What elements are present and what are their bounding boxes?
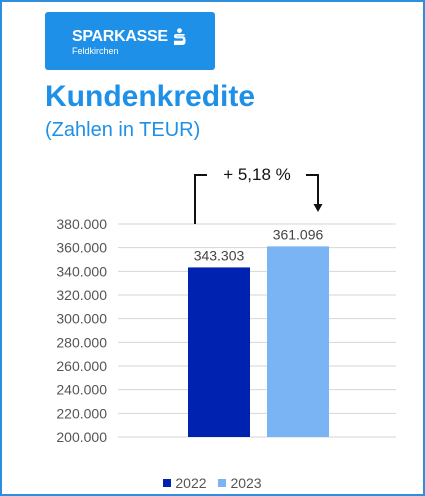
sparkasse-logo: SPARKASSE Feldkirchen [45,12,215,70]
legend-label-2022: 2022 [175,475,207,491]
bar-2022 [188,267,250,437]
change-arrowhead [313,204,323,212]
chart-legend: 2022 2023 [0,474,425,492]
y-tick-label: 260.000 [56,358,107,374]
legend-swatch-2023 [218,479,227,487]
y-tick-label: 340.000 [56,263,107,279]
y-tick-label: 380.000 [56,216,107,232]
change-bracket-left [194,174,207,224]
y-tick-label: 360.000 [56,240,107,256]
y-tick-label: 220.000 [56,405,107,421]
y-tick-label: 200.000 [56,429,107,445]
change-bracket-right [306,174,319,205]
y-tick-label: 240.000 [56,382,107,398]
bar-2023 [267,246,329,437]
legend-item-2022: 2022 [163,474,207,492]
legend-swatch-2022 [163,479,172,487]
y-tick-label: 280.000 [56,334,107,350]
sparkasse-s-icon [174,28,186,45]
logo-brand-name: SPARKASSE [72,28,168,45]
bar-value-label-2023: 361.096 [273,226,324,242]
y-tick-label: 300.000 [56,311,107,327]
legend-item-2023: 2023 [218,474,262,492]
logo-location: Feldkirchen [72,46,119,56]
bar-value-label-2022: 343.303 [194,247,245,263]
change-annotation: + 5,18 % [223,165,291,184]
legend-label-2023: 2023 [230,475,262,491]
y-tick-label: 320.000 [56,287,107,303]
chart-title: Kundenkredite [45,80,256,113]
chart-subtitle: (Zahlen in TEUR) [45,119,201,141]
